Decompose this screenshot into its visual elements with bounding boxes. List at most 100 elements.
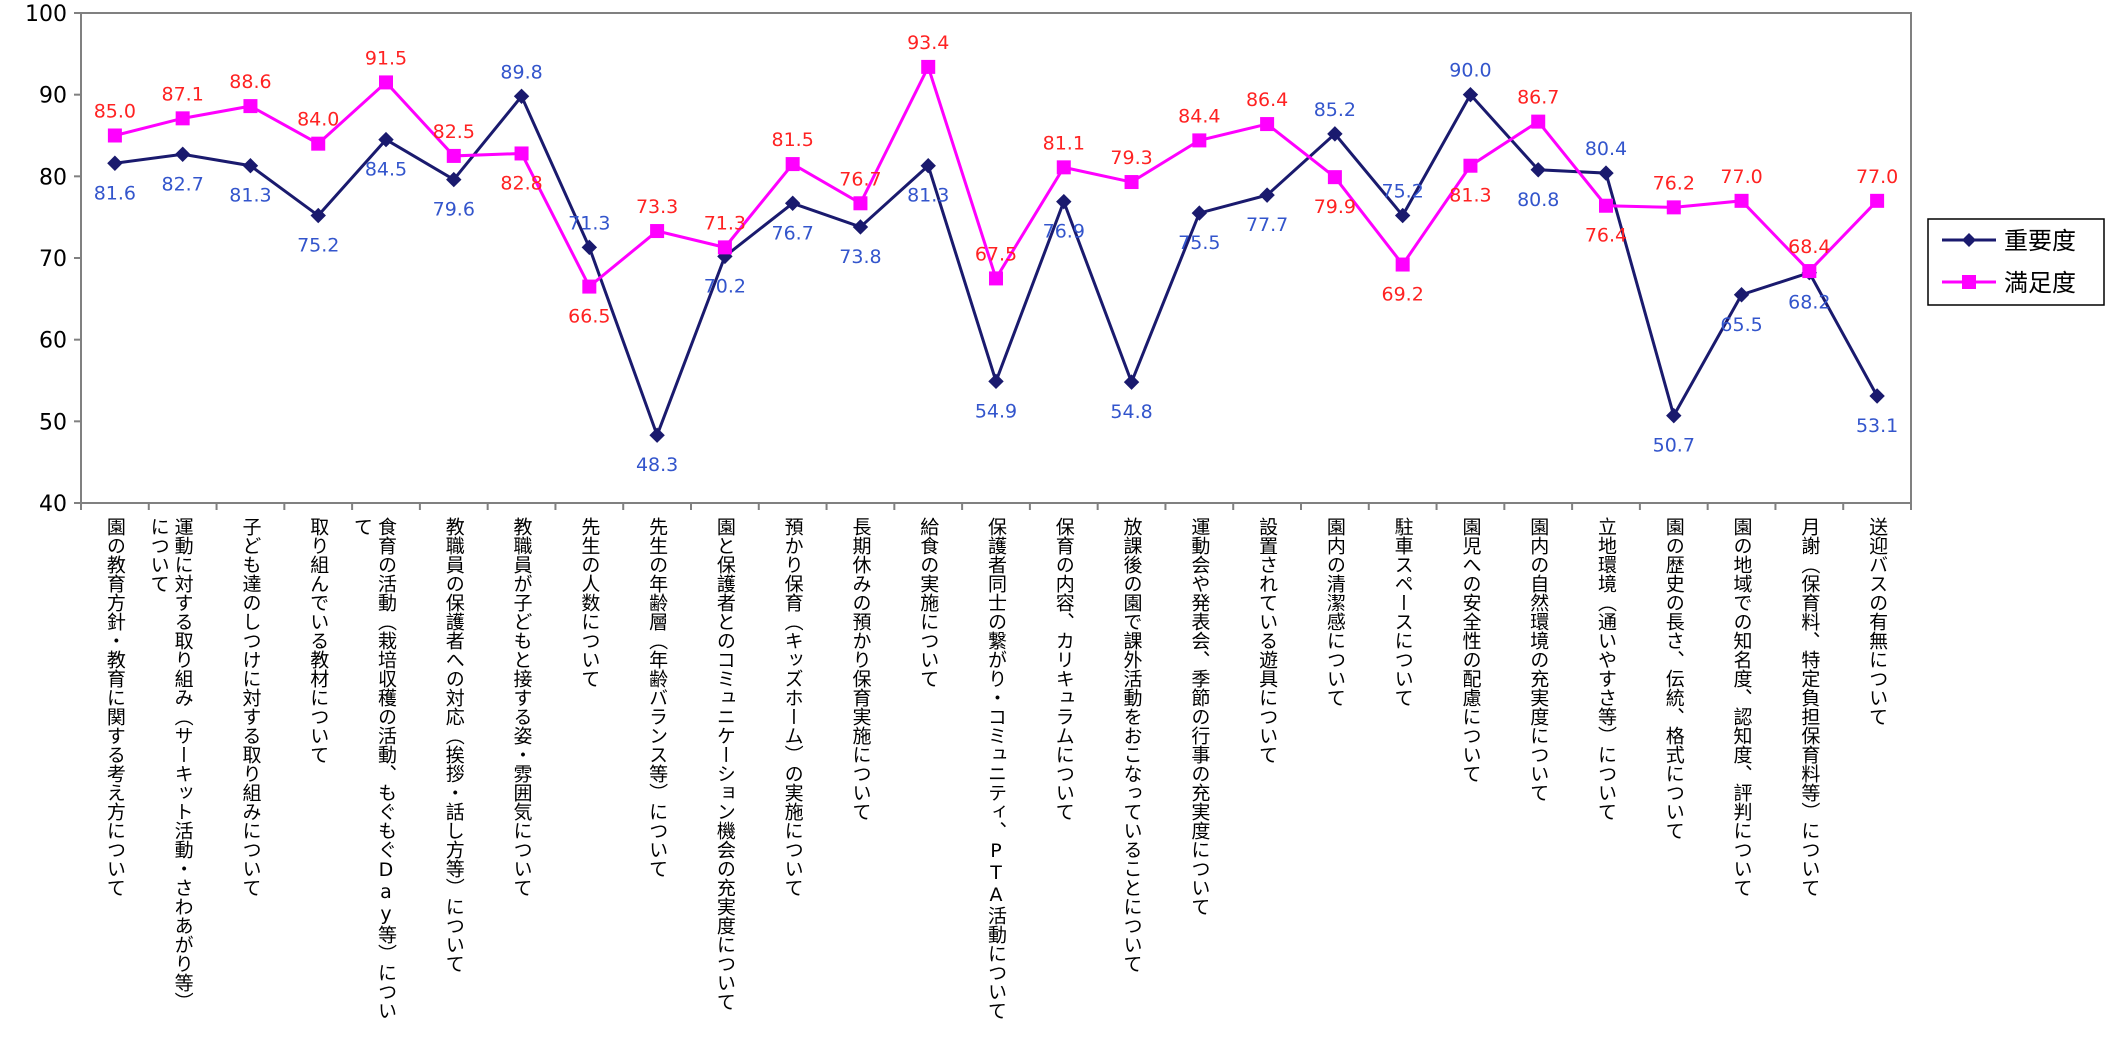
x-category-label-text: 先生の人数について xyxy=(578,517,600,688)
importance-point xyxy=(446,171,462,188)
importance-point xyxy=(852,219,869,235)
satisfaction-point xyxy=(1056,160,1071,175)
satisfaction-value-label: 76.7 xyxy=(839,168,881,190)
x-category-label: 設置されている遊具について xyxy=(1256,517,1278,764)
importance-value-label: 90.0 xyxy=(1449,60,1491,82)
x-category-label-text: 園内の自然環境の充実度について xyxy=(1527,517,1549,802)
satisfaction-point xyxy=(175,111,190,126)
satisfaction-value-label: 67.5 xyxy=(975,243,1017,265)
satisfaction-value-label: 85.0 xyxy=(94,101,136,123)
importance-value-label: 85.2 xyxy=(1314,99,1356,121)
satisfaction-value-label: 66.5 xyxy=(568,306,610,328)
importance-value-label: 81.6 xyxy=(94,182,136,204)
satisfaction-point xyxy=(107,128,122,143)
x-category-label: 園の教育方針・教育に関する考え方について xyxy=(104,517,126,897)
satisfaction-point xyxy=(243,99,258,114)
satisfaction-point xyxy=(1260,117,1275,132)
satisfaction-value-label: 69.2 xyxy=(1382,284,1424,306)
importance-point xyxy=(649,427,665,443)
x-category-label: 教職員が子どもと接する姿・雰囲気について xyxy=(511,517,533,897)
y-tick-label: 90 xyxy=(39,84,67,109)
satisfaction-point xyxy=(1124,175,1139,190)
importance-value-label: 50.7 xyxy=(1653,435,1695,457)
importance-point xyxy=(378,131,394,148)
satisfaction-point xyxy=(1870,193,1885,208)
data-labels: 81.6 85.0 82.7 87.1 81.3 88.6 75.2 84.0 84.5 91.5… xyxy=(94,32,1899,476)
importance-point xyxy=(581,239,598,256)
importance-value-label: 77.7 xyxy=(1246,214,1288,236)
satisfaction-value-label: 82.8 xyxy=(500,172,542,194)
x-category-label-text: 園の地域での知名度、認知度、評判について xyxy=(1731,517,1753,897)
y-tick-label: 100 xyxy=(25,2,67,27)
satisfaction-point xyxy=(1666,200,1681,215)
x-category-label: 保育の内容、カリキュラムについて xyxy=(1053,517,1075,821)
x-category-label: 食育の活動（栽培収穫の活動、もぐもぐDay等）について xyxy=(351,517,397,1020)
importance-value-label: 80.4 xyxy=(1585,138,1627,160)
y-tick-label: 70 xyxy=(39,247,67,272)
satisfaction-point xyxy=(582,279,597,294)
importance-value-label: 53.1 xyxy=(1856,415,1898,437)
importance-point xyxy=(1869,388,1885,404)
importance-point xyxy=(988,373,1004,390)
x-category-label: 保護者同士の繋がり・コミュニティ、PTA活動について xyxy=(985,517,1007,1020)
x-category-label-text: て xyxy=(351,517,373,536)
importance-point xyxy=(1598,165,1614,181)
x-category-label-text: について xyxy=(148,517,170,593)
x-category-label-text: 立地環境（通いやすさ等）について xyxy=(1595,517,1617,821)
satisfaction-point xyxy=(921,59,936,74)
importance-point xyxy=(784,195,801,211)
importance-value-label: 65.5 xyxy=(1720,314,1762,336)
x-category-label: 月謝（保育料、特定負担保育料等）について xyxy=(1798,517,1820,897)
satisfaction-point xyxy=(853,196,868,211)
x-category-label-text: 駐車スペースについて xyxy=(1392,517,1414,707)
satisfaction-point xyxy=(1395,257,1410,272)
x-category-label: 送迎バスの有無について xyxy=(1866,517,1888,726)
importance-point xyxy=(1530,162,1546,178)
satisfaction-value-label: 86.7 xyxy=(1517,87,1559,109)
satisfaction-point xyxy=(1463,158,1478,173)
importance-point xyxy=(1666,407,1682,424)
satisfaction-point xyxy=(1802,264,1817,279)
x-category-label: 長期休みの預かり保育実施について xyxy=(849,517,871,821)
satisfaction-value-label: 91.5 xyxy=(365,47,407,69)
x-category-label-text: 運動会や発表会、季節の行事の充実度について xyxy=(1188,517,1210,916)
x-category-label-text: 園の歴史の長さ、伝統、格式について xyxy=(1663,517,1685,840)
x-category-label-text: 運動に対する取り組み（サーキット活動・さわあがり等） xyxy=(172,517,194,1011)
y-tick-label: 50 xyxy=(39,410,67,435)
x-category-label: 園と保護者とのコミュニケーション機会の充実度について xyxy=(714,517,736,1011)
importance-value-label: 79.6 xyxy=(433,199,475,221)
importance-value-label: 75.5 xyxy=(1178,232,1220,254)
importance-value-label: 81.3 xyxy=(907,185,949,207)
importance-point xyxy=(1394,207,1411,224)
satisfaction-value-label: 68.4 xyxy=(1788,236,1830,258)
x-category-label-text: 長期休みの預かり保育実施について xyxy=(849,517,871,821)
importance-point xyxy=(1123,374,1140,390)
satisfaction-value-label: 76.2 xyxy=(1653,172,1695,194)
x-category-label: 子ども達のしつけに対する取り組みについて xyxy=(239,517,261,897)
importance-value-label: 76.9 xyxy=(1043,221,1085,243)
x-category-label-text: 食育の活動（栽培収穫の活動、もぐもぐDay等）につい xyxy=(375,517,397,1020)
x-category-label-text: 月謝（保育料、特定負担保育料等）について xyxy=(1798,517,1820,897)
x-category-label-text: 預かり保育（キッズホーム）の実施について xyxy=(782,517,804,897)
x-category-label: 取り組んでいる教材について xyxy=(307,517,329,764)
satisfaction-point xyxy=(650,224,665,239)
x-category-label: 園の地域での知名度、認知度、評判について xyxy=(1731,517,1753,897)
importance-value-label: 54.8 xyxy=(1110,401,1152,423)
x-category-label-text: 取り組んでいる教材について xyxy=(307,517,329,764)
importance-value-label: 75.2 xyxy=(297,235,339,257)
satisfaction-value-label: 77.0 xyxy=(1720,166,1762,188)
satisfaction-point xyxy=(1599,198,1613,213)
satisfaction-point xyxy=(989,271,1003,286)
importance-point xyxy=(174,146,191,162)
x-category-label: 教職員の保護者への対応（挨拶・話し方等）について xyxy=(443,517,465,973)
x-category-label-text: 園内の清潔感について xyxy=(1324,517,1346,707)
importance-value-label: 70.2 xyxy=(704,275,746,297)
satisfaction-value-label: 87.1 xyxy=(162,83,204,105)
y-axis: 40 50 60 70 80 90 100 xyxy=(25,2,1912,517)
satisfaction-point xyxy=(1734,193,1749,208)
satisfaction-point xyxy=(379,75,393,90)
legend-label: 満足度 xyxy=(2004,269,2076,297)
x-category-label: 運動会や発表会、季節の行事の充実度について xyxy=(1188,517,1210,916)
x-category-label-text: 送迎バスの有無について xyxy=(1866,517,1888,726)
satisfaction-value-label: 81.3 xyxy=(1449,185,1491,207)
